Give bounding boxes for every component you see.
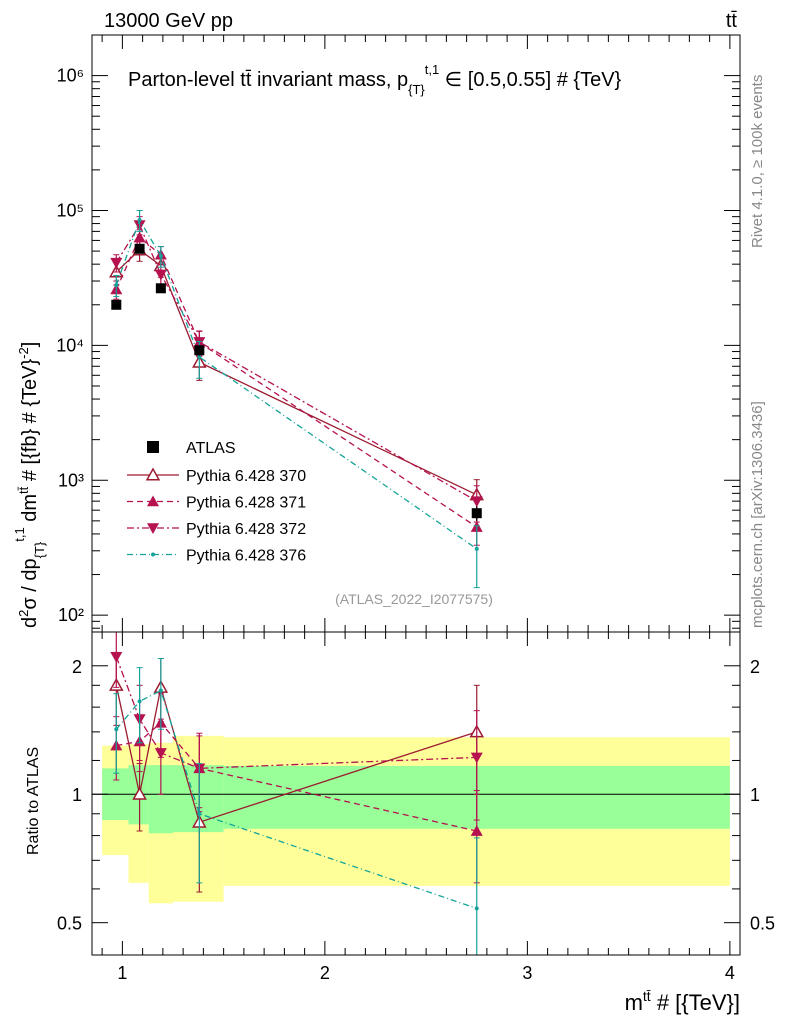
data-point (133, 231, 146, 243)
legend-marker (147, 495, 159, 507)
header-process: tt̄ (726, 10, 738, 32)
x-tick-label: 2 (320, 963, 330, 983)
legend-marker (151, 552, 155, 557)
ratio-y-tick-label: 1 (72, 785, 82, 805)
legend-label: Pythia 6.428 372 (186, 521, 306, 538)
ratio-point (132, 786, 147, 800)
ratio-ylabel: Ratio to ATLAS (25, 747, 42, 855)
legend-marker (145, 467, 161, 481)
atlas-data-point (155, 283, 166, 294)
series-line (115, 249, 478, 496)
ratio-y-tick-label: 0.5 (57, 914, 82, 934)
ratio-series-line (115, 689, 477, 910)
ratio-y-tick-label: 2 (72, 657, 82, 677)
ratio-point (137, 699, 142, 704)
x-tick-label: 3 (522, 963, 532, 983)
atlas-data-point (134, 243, 145, 254)
ratio-y-tick-label-right: 1 (750, 785, 760, 805)
ratio-point (154, 748, 167, 759)
y-tick-label: 10⁵ (57, 200, 84, 220)
ratio-point (470, 825, 483, 836)
atlas-data-point (111, 299, 122, 310)
main-frame (91, 34, 741, 633)
atlas-data-point (471, 508, 482, 519)
header-energy: 13000 GeV pp (104, 10, 233, 32)
ratio-point (114, 727, 119, 732)
analysis-watermark: (ATLAS_2022_I2077575) (335, 591, 493, 607)
mcplots-label: mcplots.cern.ch [arXiv:1306.3436] (749, 401, 766, 628)
y-tick-label: 10³ (58, 470, 84, 490)
data-point (470, 496, 483, 508)
rivet-label: Rivet 4.1.0, ≥ 100k events (749, 75, 766, 248)
ratio-panel: 0.5 0.5 1 1 2 2 1 2 3 4 Ratio to ATLAS mtt̄ # [{T… (25, 631, 775, 1015)
x-axis-label: mtt̄ # [{TeV}] (625, 988, 740, 1015)
data-point (474, 546, 479, 551)
atlas-data-point (194, 345, 205, 356)
data-point (137, 218, 142, 223)
ratio-point (158, 688, 163, 693)
legend-marker-atlas (147, 441, 159, 453)
data-point (197, 355, 202, 360)
data-point (154, 269, 167, 281)
legend-label: Pythia 6.428 371 (186, 495, 306, 512)
ratio-point (474, 906, 479, 911)
y-tick-label: 10² (58, 605, 84, 625)
legend-label-atlas: ATLAS (186, 440, 236, 457)
ratio-point (110, 651, 123, 663)
main-title: Parton-level tt̄ invariant mass, p{T}t,1… (128, 62, 622, 97)
x-tick-label: 1 (117, 963, 127, 983)
legend: ATLAS Pythia 6.428 370 Pythia 6.428 371 Pyt… (127, 440, 306, 565)
y-tick-label: 10⁶ (57, 66, 84, 86)
ratio-y-tick-label-right: 2 (750, 657, 760, 677)
series-line (115, 223, 478, 502)
main-panel: 10² 10³ 10⁴ 10⁵ 10⁶ ATLAS Pythia 6.428 370 Pyt… (12, 34, 741, 633)
data-point (110, 257, 123, 269)
legend-label: Pythia 6.428 376 (186, 548, 306, 565)
legend-marker (147, 523, 159, 534)
data-point (158, 253, 163, 258)
ratio-point (197, 811, 202, 816)
data-point (114, 283, 119, 288)
ratio-point (470, 752, 483, 764)
main-ylabel: d2σ / dp{T}t,1 dmtt̄ # [{fb} # {TeV}-2] (12, 342, 47, 628)
ratio-y-tick-label-right: 0.5 (750, 914, 775, 934)
y-tick-label: 10⁴ (56, 335, 84, 355)
x-tick-label: 4 (725, 963, 735, 983)
legend-label: Pythia 6.428 370 (186, 468, 306, 485)
ratio-frame (91, 631, 741, 956)
